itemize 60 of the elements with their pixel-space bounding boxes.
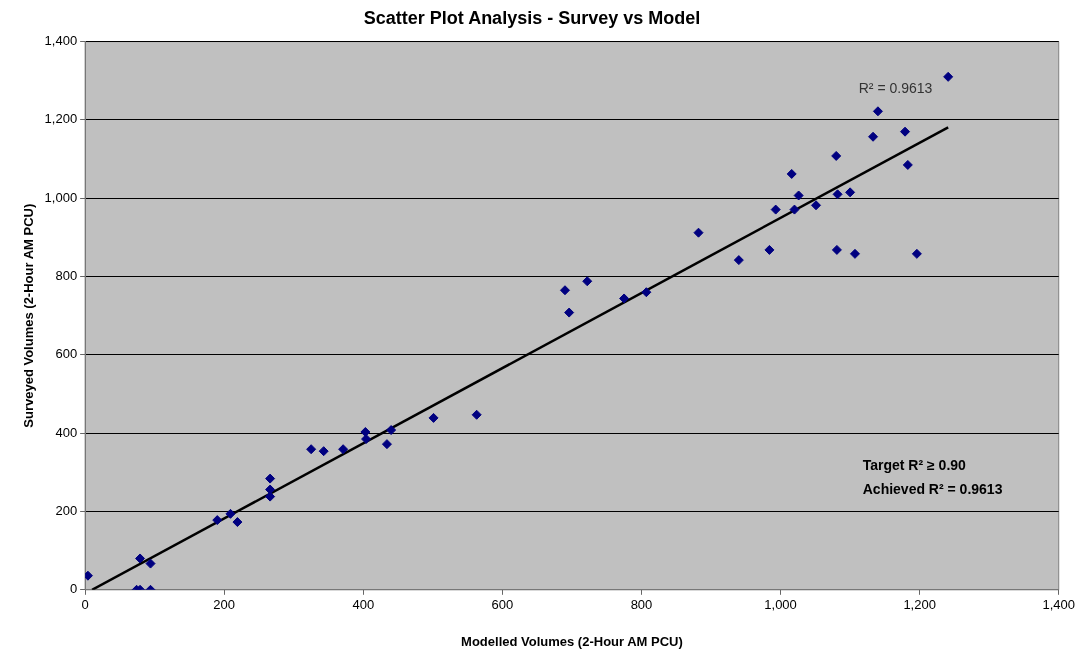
point (225, 508, 236, 519)
point (900, 126, 911, 137)
point (832, 189, 843, 200)
y-tick-label: 1,000 (44, 189, 78, 205)
point (306, 444, 317, 455)
point (872, 106, 883, 117)
point (693, 227, 704, 238)
point (789, 204, 800, 215)
point (318, 446, 329, 457)
y-tick-label: 1,400 (44, 33, 78, 49)
point (564, 307, 575, 318)
point (849, 248, 860, 259)
point (381, 439, 392, 450)
point (135, 553, 146, 564)
point (770, 204, 781, 215)
x-tick-label: 1,000 (764, 597, 797, 613)
annotation: R² = 0.9613 (858, 80, 933, 97)
y-tick-label: 1,200 (44, 111, 78, 127)
point (786, 168, 797, 179)
point (831, 244, 842, 255)
point (793, 190, 804, 201)
x-tick-label: 400 (352, 597, 375, 613)
y-tick-label: 200 (55, 503, 78, 519)
point (265, 473, 276, 484)
point (902, 159, 913, 170)
point (232, 517, 243, 528)
point (845, 187, 856, 198)
point (911, 248, 922, 259)
point (868, 131, 879, 142)
point (733, 255, 744, 266)
x-tick-label: 600 (491, 597, 514, 613)
x-tick-label: 1,400 (1042, 597, 1076, 613)
point (764, 244, 775, 255)
y-tick-label: 800 (55, 268, 78, 284)
chart-title: Scatter Plot Analysis - Survey vs Model (363, 7, 701, 28)
annotation: Achieved R² = 0.9613 (862, 480, 1003, 497)
point (212, 515, 223, 526)
point (641, 287, 652, 298)
point (338, 444, 349, 455)
annotation: Target R² ≥ 0.90 (862, 456, 967, 473)
x-tick-label: 0 (81, 597, 89, 613)
y-axis-title: Surveyed Volumes (2-Hour AM PCU) (21, 203, 37, 428)
y-tick-label: 0 (69, 581, 78, 597)
x-tick-label: 1,200 (903, 597, 936, 613)
point (811, 200, 822, 211)
y-tick-label: 600 (55, 346, 78, 362)
point (428, 412, 439, 423)
point (471, 409, 482, 420)
point (145, 558, 156, 569)
point (361, 434, 372, 445)
point (619, 293, 630, 304)
point (386, 425, 397, 436)
x-tick-label: 200 (213, 597, 236, 613)
x-axis-title: Modelled Volumes (2-Hour AM PCU) (461, 633, 683, 649)
y-tick-label: 400 (55, 424, 78, 440)
point (943, 71, 954, 82)
x-tick-label: 800 (630, 597, 653, 613)
point (582, 276, 593, 287)
point (559, 285, 570, 296)
point (831, 150, 842, 161)
